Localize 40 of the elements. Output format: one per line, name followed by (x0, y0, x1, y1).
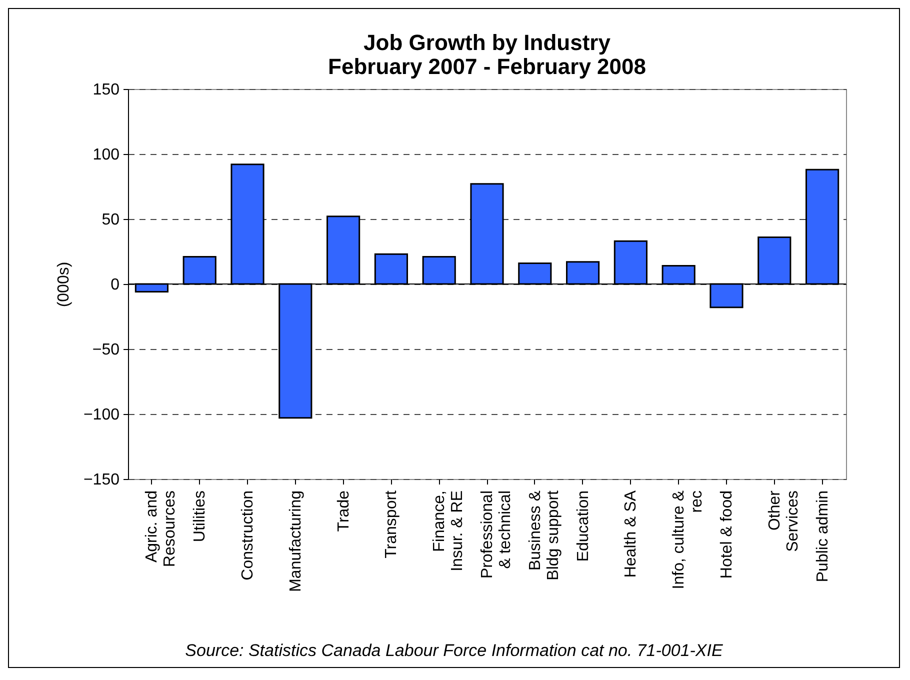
y-tick-label: 50 (102, 212, 120, 228)
x-tick-label: Professional & technical (479, 490, 514, 579)
text: Job Growth by Industry (364, 30, 610, 55)
y-axis-title: (000s) (55, 262, 72, 308)
bar (566, 261, 600, 285)
x-tick-label: Construction (240, 490, 257, 580)
x-tick-label: Trade (335, 490, 352, 532)
bar (518, 262, 552, 285)
source-note: Source: Statistics Canada Labour Force Information cat no. 71-001-XIE (184, 641, 724, 661)
x-tick-label: Manufacturing (287, 490, 304, 592)
x-tick-label: Business & Bldg support (526, 490, 562, 580)
x-tick-label: Hotel & food (718, 490, 736, 579)
x-tick-label: Education (574, 490, 592, 562)
x-tick-label: Transport (383, 490, 400, 558)
bar (182, 256, 216, 285)
bar (422, 256, 456, 285)
x-tick-label: Agric. and Resources (144, 490, 179, 567)
y-tick-label: −150 (83, 472, 120, 488)
bar (374, 253, 408, 285)
y-tick-label: −50 (92, 342, 120, 358)
bar (614, 240, 648, 285)
y-tick-label: 0 (110, 276, 120, 294)
bar (758, 236, 792, 285)
y-tick-label: 100 (92, 146, 120, 164)
bar (470, 183, 504, 285)
x-tick-label: Other Services (766, 490, 802, 552)
text: February 2007 - February 2008 (328, 54, 646, 79)
bar (662, 265, 696, 285)
bar (230, 164, 264, 285)
x-tick-label: Finance, Insur. & RE (431, 490, 466, 572)
x-tick-label: Utilities (192, 490, 209, 542)
x-tick-label: Health & SA (622, 490, 640, 578)
bar (278, 283, 312, 419)
x-tick-label: Public admin (814, 490, 832, 582)
y-tick-label: 150 (92, 82, 120, 98)
x-tick-label: Info, culture & rec (670, 490, 706, 590)
y-tick-label: −100 (83, 406, 120, 424)
bar (326, 216, 360, 285)
bar (805, 168, 840, 285)
bar (710, 283, 744, 308)
